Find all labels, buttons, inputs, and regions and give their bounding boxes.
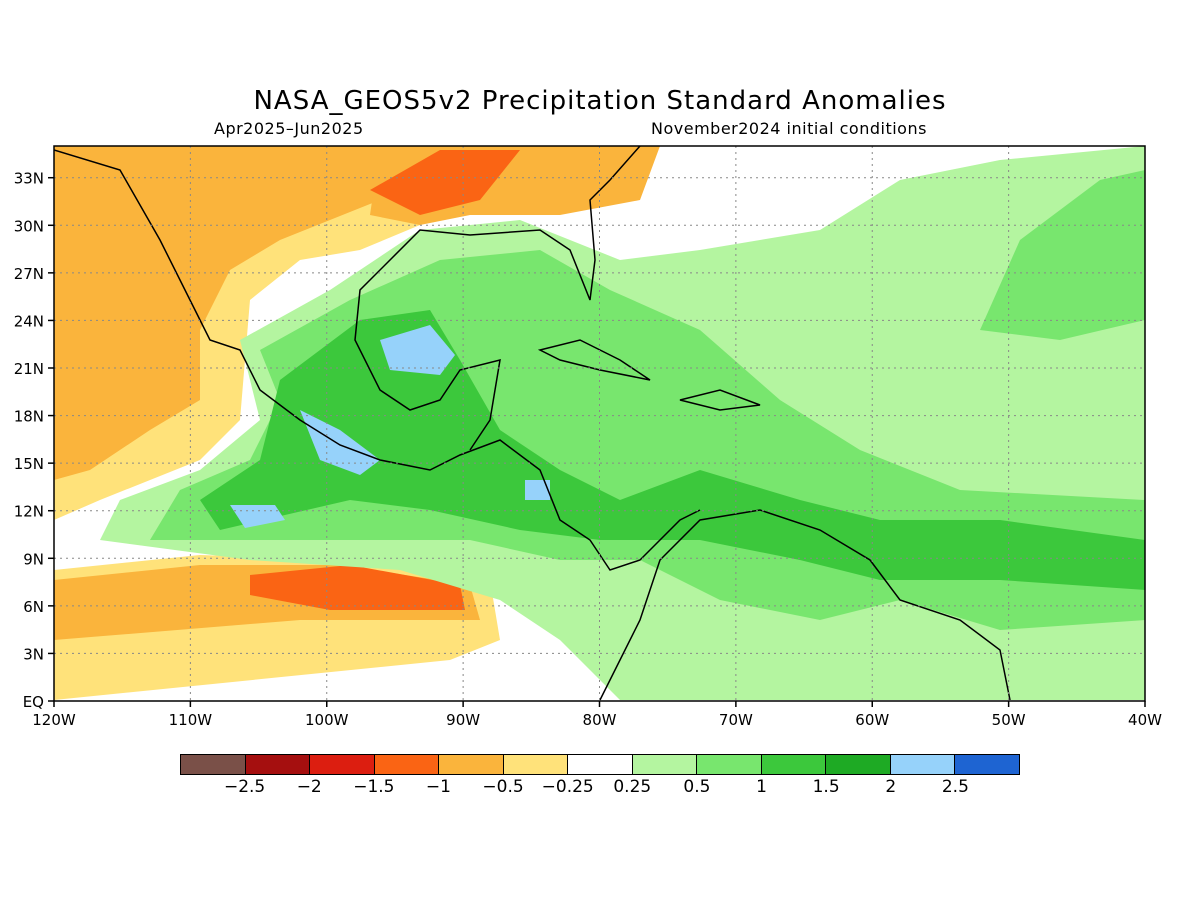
dry-region-texas (370, 150, 520, 215)
lon-tick-label: 40W (1128, 711, 1162, 729)
lat-tick-label: 3N (23, 645, 44, 663)
colorbar-swatch (890, 755, 956, 774)
wet-region-blue-mexico (300, 410, 380, 475)
lat-tick-label: 9N (23, 550, 44, 568)
lon-tick-label: 120W (32, 711, 76, 729)
lat-tick-label: 15N (14, 455, 44, 473)
lon-tick-label: 70W (719, 711, 753, 729)
colorbar-swatch (568, 755, 633, 774)
season-label: Apr2025–Jun2025 (214, 119, 364, 138)
coastline-north-america (54, 149, 701, 571)
dry-region-tropical-pacific-core (250, 565, 465, 610)
lon-tick-label: 80W (583, 711, 617, 729)
coastline-hispaniola (679, 389, 761, 411)
wet-region-core (200, 310, 1145, 590)
anomaly-field (54, 146, 1145, 701)
lat-tick-label: 33N (14, 170, 44, 188)
colorbar-swatch (826, 755, 891, 774)
colorbar-swatch (374, 755, 440, 774)
lon-tick-label: 60W (855, 711, 889, 729)
lon-tick-label: 110W (169, 711, 213, 729)
colorbar (180, 754, 1020, 775)
colorbar-swatch (503, 755, 569, 774)
colorbar-swatch (439, 755, 504, 774)
colorbar-swatch (632, 755, 698, 774)
colorbar-label: 1.5 (812, 777, 840, 797)
lat-tick-label: EQ (23, 693, 44, 711)
lat-tick-label: 30N (14, 217, 44, 235)
colorbar-label: 0.25 (613, 777, 652, 797)
lon-tick-label: 90W (446, 711, 480, 729)
lat-tick-label: 18N (14, 408, 44, 426)
wet-region-blue-caribbean (525, 480, 550, 500)
colorbar-swatch (697, 755, 762, 774)
colorbar-swatch (761, 755, 827, 774)
colorbar-label: −0.5 (482, 777, 524, 797)
lat-tick-label: 6N (23, 598, 44, 616)
lat-tick-label: 27N (14, 265, 44, 283)
lat-tick-label: 12N (14, 503, 44, 521)
graticule (54, 146, 1145, 701)
colorbar-label: −2.5 (223, 777, 266, 797)
colorbar-label: −2 (296, 777, 322, 797)
colorbar-swatch (181, 755, 246, 774)
colorbar-swatch (310, 755, 375, 774)
lon-tick-label: 50W (992, 711, 1026, 729)
colorbar-swatch (955, 755, 1019, 774)
wet-region-blue-gulf (380, 325, 455, 375)
colorbar-label: 0.5 (683, 777, 711, 797)
colorbar-label: −1 (425, 777, 451, 797)
colorbar-label: 2 (885, 777, 897, 797)
coastline-gulf (354, 146, 641, 451)
lon-tick-label: 100W (305, 711, 349, 729)
colorbar-label: 2.5 (941, 777, 969, 797)
dry-region-west-inner (54, 146, 380, 480)
wet-region-north-atlantic (980, 170, 1145, 340)
chart-title: NASA_GEOS5v2 Precipitation Standard Anom… (253, 86, 947, 116)
colorbar-label: −0.25 (541, 777, 594, 797)
colorbar-label: 1 (756, 777, 767, 797)
init-conditions-label: November2024 initial conditions (651, 119, 927, 138)
coastline-cuba (537, 339, 651, 381)
colorbar-label: −1.5 (353, 777, 395, 797)
lat-tick-label: 24N (14, 312, 44, 330)
colorbar-swatch (245, 755, 311, 774)
coastline-south-america (599, 509, 1011, 701)
lat-tick-label: 21N (14, 360, 44, 378)
